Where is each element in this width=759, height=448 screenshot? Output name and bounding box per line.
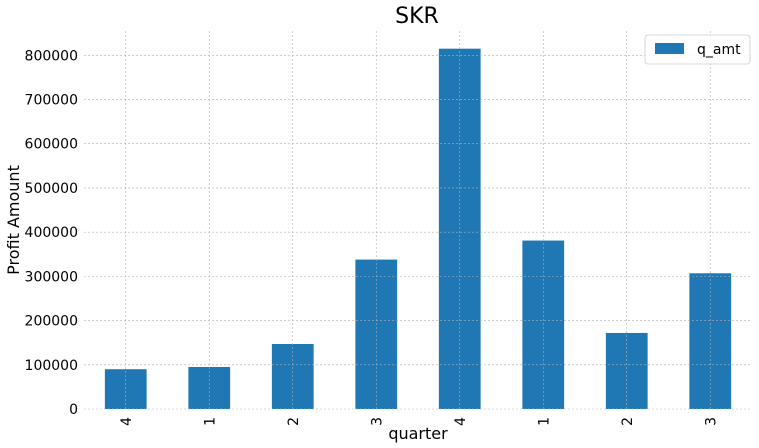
y-tick-label: 400000: [25, 225, 78, 241]
chart-title: SKR: [395, 4, 439, 29]
x-tick-label: 3: [369, 417, 385, 426]
x-tick-label: 2: [286, 417, 302, 426]
y-tick-label: 100000: [25, 358, 78, 374]
y-tick-label: 300000: [25, 269, 78, 285]
x-tick-label: 4: [453, 417, 469, 426]
x-tick-labels: 4 1 2 3 4 1 2 3: [119, 417, 720, 426]
bars-layer: [104, 48, 732, 410]
legend-label: q_amt: [697, 42, 741, 58]
y-tick-label: 600000: [25, 137, 78, 153]
x-tick-label: 2: [620, 417, 636, 426]
legend: q_amt: [644, 34, 751, 65]
y-tick-label: 0: [69, 402, 78, 418]
bar: [355, 259, 398, 409]
y-axis-label: Profit Amount: [4, 165, 23, 275]
grid-layer: [84, 31, 752, 410]
y-tick-label: 500000: [25, 181, 78, 197]
y-tick-label: 700000: [25, 93, 78, 109]
x-tick-label: 4: [119, 417, 135, 426]
x-tick-label: 3: [703, 417, 719, 426]
y-tick-label: 200000: [25, 314, 78, 330]
legend-swatch: [655, 43, 684, 54]
y-tick-labels: 0 100000 200000 300000 400000 500000 600000 700…: [25, 48, 78, 418]
y-tick-label: 800000: [25, 48, 78, 64]
legend-box: [644, 34, 751, 65]
x-axis-label: quarter: [388, 424, 448, 443]
x-tick-label: 1: [536, 417, 552, 426]
x-tick-label: 1: [202, 417, 218, 426]
